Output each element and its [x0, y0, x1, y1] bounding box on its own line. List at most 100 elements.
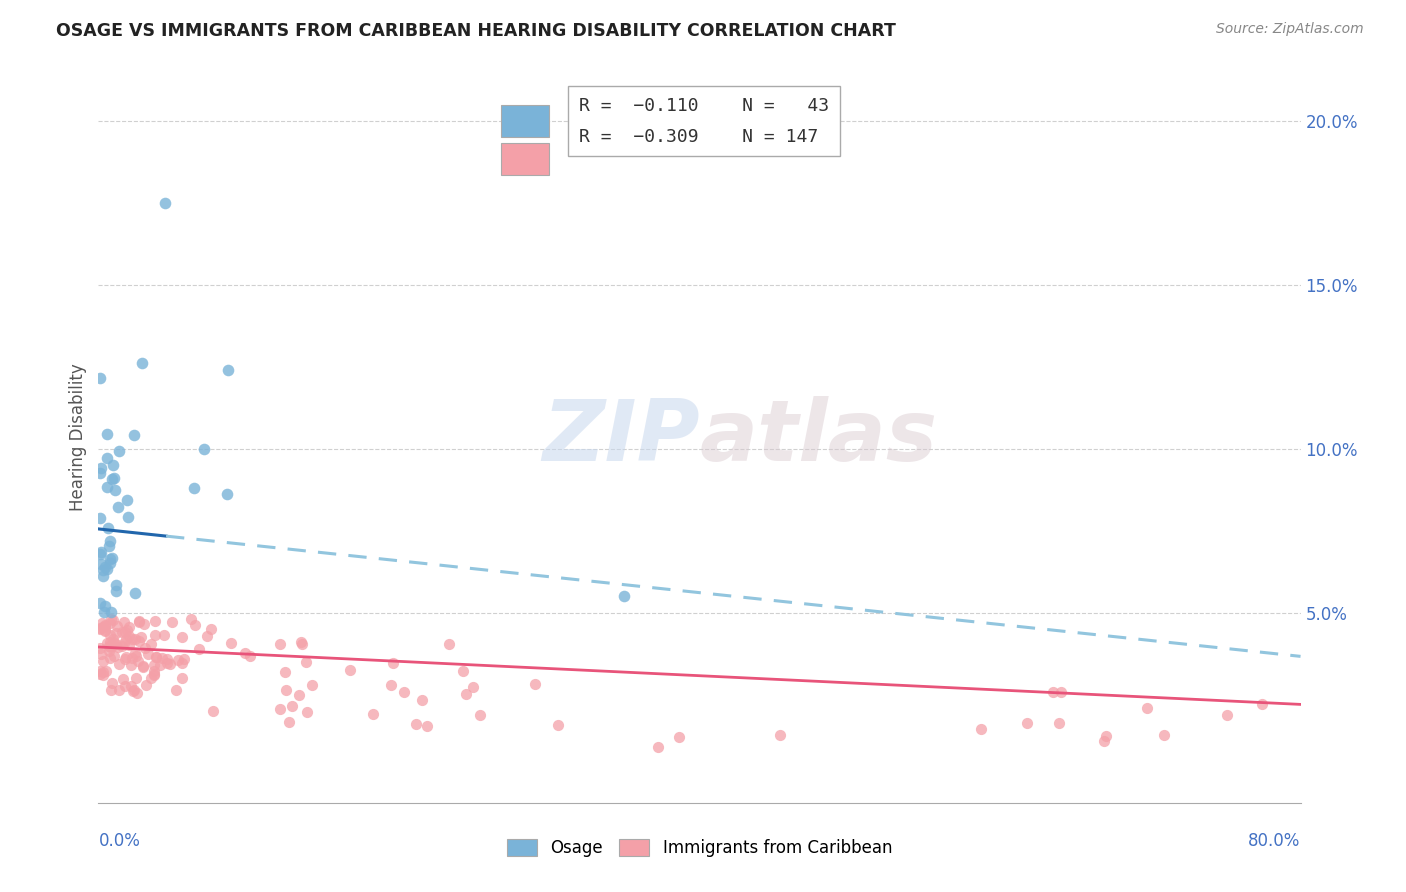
Point: [125, 671, 148, 685]
Point: [94, 599, 117, 613]
Text: 80.0%: 80.0%: [1249, 832, 1301, 850]
Point: [90, 557, 112, 571]
Point: [150, 651, 173, 665]
Text: Source: ZipAtlas.com: Source: ZipAtlas.com: [1216, 22, 1364, 37]
Point: [105, 578, 128, 592]
Point: [98, 615, 121, 630]
Point: [392, 684, 415, 698]
Point: [105, 636, 128, 650]
Point: [91, 668, 114, 682]
Point: [101, 472, 124, 486]
Point: [91, 620, 114, 634]
Point: [461, 680, 484, 694]
Point: [118, 638, 141, 652]
Point: [105, 625, 128, 640]
Point: [94, 623, 117, 637]
Point: [120, 679, 142, 693]
Y-axis label: Hearing Disability: Hearing Disability: [69, 363, 87, 511]
Point: [103, 649, 125, 664]
Point: [1216, 707, 1239, 722]
Point: [127, 654, 149, 668]
Point: [142, 667, 165, 681]
Point: [382, 656, 405, 670]
Point: [103, 471, 125, 485]
Point: [128, 615, 150, 630]
Point: [90, 545, 112, 559]
Point: [173, 651, 195, 665]
Point: [121, 684, 143, 698]
Point: [153, 195, 176, 210]
Point: [668, 730, 690, 744]
Point: [96, 561, 118, 575]
Point: [1015, 715, 1038, 730]
Point: [184, 617, 207, 632]
Point: [1042, 685, 1064, 699]
Point: [89, 622, 111, 636]
Point: [339, 663, 361, 677]
Point: [111, 640, 134, 654]
Point: [134, 641, 156, 656]
Point: [647, 740, 669, 755]
Point: [454, 687, 477, 701]
Point: [200, 623, 222, 637]
Point: [143, 614, 166, 628]
Point: [121, 632, 143, 646]
Point: [295, 655, 318, 669]
Point: [215, 487, 238, 501]
Point: [91, 665, 114, 680]
Point: [269, 636, 291, 650]
Point: [287, 689, 309, 703]
Point: [278, 715, 301, 730]
Point: [411, 693, 433, 707]
Point: [101, 640, 124, 654]
Point: [160, 615, 183, 629]
Point: [94, 624, 117, 639]
Point: [96, 636, 118, 650]
Point: [416, 719, 439, 733]
Point: [100, 683, 122, 698]
Point: [613, 589, 636, 603]
Point: [98, 556, 121, 570]
Point: [90, 615, 112, 630]
Bar: [501, 143, 550, 175]
Point: [98, 650, 121, 665]
Point: [107, 443, 129, 458]
Point: [149, 657, 172, 672]
Point: [103, 458, 125, 472]
Point: [122, 682, 145, 697]
Point: [380, 678, 402, 692]
Point: [89, 370, 111, 384]
Point: [970, 722, 993, 736]
Point: [112, 635, 135, 649]
Text: R =  −0.110    N =   43
R =  −0.309    N = 147: R = −0.110 N = 43 R = −0.309 N = 147: [579, 97, 830, 145]
Bar: [501, 105, 550, 137]
Point: [1050, 684, 1073, 698]
Point: [145, 649, 167, 664]
Point: [156, 652, 179, 666]
Point: [1251, 697, 1274, 711]
Point: [769, 728, 792, 742]
Point: [139, 637, 162, 651]
Text: 0.0%: 0.0%: [98, 832, 141, 850]
Point: [122, 428, 145, 442]
Point: [135, 678, 157, 692]
Point: [124, 586, 146, 600]
Point: [89, 640, 111, 655]
Point: [180, 612, 202, 626]
Point: [105, 619, 128, 633]
Point: [470, 707, 492, 722]
Point: [437, 636, 460, 650]
Point: [101, 551, 124, 566]
Point: [143, 658, 166, 673]
Point: [107, 640, 129, 654]
Point: [1136, 700, 1159, 714]
Point: [1047, 716, 1070, 731]
Point: [91, 655, 114, 669]
Point: [193, 442, 215, 456]
Point: [98, 534, 121, 549]
Point: [405, 717, 427, 731]
Point: [195, 629, 218, 643]
Point: [108, 682, 131, 697]
Legend: Osage, Immigrants from Caribbean: Osage, Immigrants from Caribbean: [501, 832, 898, 864]
Point: [202, 705, 225, 719]
